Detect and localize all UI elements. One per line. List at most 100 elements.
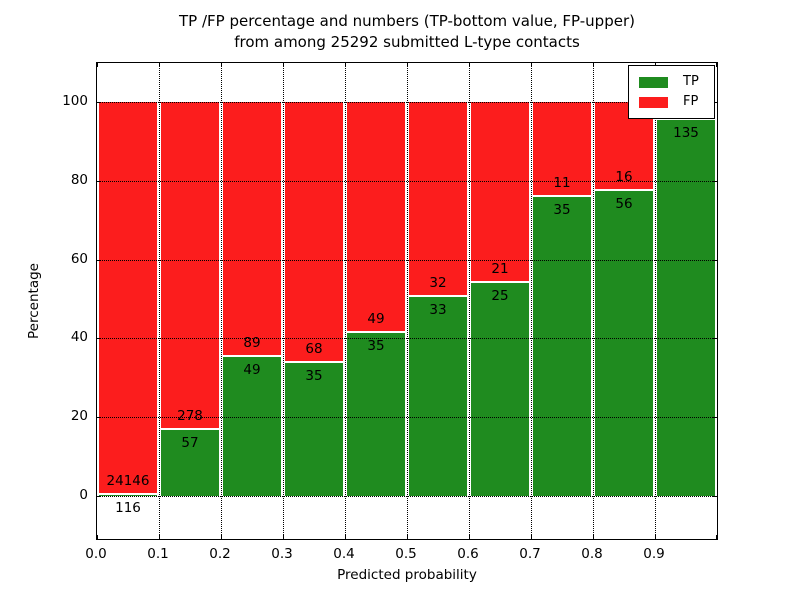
tp-count-label: 35 <box>367 337 385 354</box>
y-tick-mark-right <box>713 181 717 183</box>
gridline-x-0.8 <box>593 63 594 539</box>
y-tick-mark <box>97 417 101 419</box>
tp-count-label: 49 <box>243 362 261 379</box>
y-tick-label: 100 <box>62 93 88 110</box>
fp-swatch-icon <box>639 96 668 108</box>
fp-count-label: 21 <box>491 261 509 278</box>
x-tick-mark-top <box>716 63 717 67</box>
x-tick-mark-top <box>469 63 470 67</box>
y-tick-label: 20 <box>70 408 88 425</box>
x-tick-mark-top <box>345 63 346 67</box>
bar-tp-segment <box>223 356 281 496</box>
x-tick-label: 0.0 <box>85 546 107 562</box>
x-tick-mark <box>345 535 346 539</box>
x-tick-mark-top <box>221 63 222 67</box>
tp-count-label: 116 <box>115 499 141 516</box>
legend-item-fp: FP <box>639 92 706 112</box>
bar-segment-boundary <box>99 492 157 495</box>
x-tick-mark <box>407 535 408 539</box>
y-tick-mark <box>97 181 101 183</box>
x-tick-mark-top <box>407 63 408 67</box>
plot-area: 24146 116 278 57 89 49 68 35 49 35 32 33 21 25 11 35 16 5… <box>96 62 718 540</box>
fp-count-label: 68 <box>305 340 323 357</box>
bar-tp-segment <box>533 196 591 496</box>
tp-count-label: 35 <box>553 202 571 219</box>
bar-fp-segment <box>285 102 343 362</box>
fp-count-label: 16 <box>615 168 633 185</box>
gridline-x-0.3 <box>283 63 284 539</box>
bar-segment-boundary <box>533 195 591 198</box>
x-tick-mark <box>655 535 656 539</box>
y-tick-mark-right <box>713 495 717 497</box>
fp-count-label: 49 <box>367 310 385 327</box>
bar-fp-segment <box>471 102 529 283</box>
bar-segment-boundary <box>471 281 529 284</box>
bar-segment-boundary <box>347 330 405 333</box>
x-tick-label: 0.9 <box>643 546 665 562</box>
gridline-x-0.5 <box>407 63 408 539</box>
fp-count-label: 32 <box>429 274 447 291</box>
tp-count-label: 135 <box>673 125 699 142</box>
x-tick-label: 0.6 <box>457 546 479 562</box>
y-tick-label: 40 <box>70 329 88 346</box>
x-tick-mark-top <box>593 63 594 67</box>
bar-fp-segment <box>533 102 591 197</box>
y-tick-label: 0 <box>79 486 88 503</box>
y-tick-mark-right <box>713 102 717 104</box>
gridline-y-20 <box>97 417 717 419</box>
fp-count-label: 11 <box>553 175 571 192</box>
fp-count-label: 278 <box>177 407 203 424</box>
y-tick-mark <box>97 102 101 104</box>
tp-swatch-icon <box>639 76 668 88</box>
bar-fp-segment <box>347 102 405 332</box>
x-tick-mark <box>283 535 284 539</box>
x-tick-mark <box>593 535 594 539</box>
x-tick-label: 0.8 <box>581 546 603 562</box>
gridline-y-100 <box>97 102 717 104</box>
gridline-x-0.7 <box>531 63 532 539</box>
x-tick-mark-top <box>97 63 98 67</box>
bar-fp-segment <box>409 102 467 296</box>
y-tick-label: 60 <box>70 250 88 267</box>
y-tick-mark-right <box>713 338 717 340</box>
x-tick-label: 0.3 <box>271 546 293 562</box>
legend-item-tp: TP <box>639 72 706 92</box>
bar-fp-segment <box>161 102 219 429</box>
y-tick-mark-right <box>713 259 717 261</box>
tp-count-label: 57 <box>181 434 199 451</box>
legend-label-fp: FP <box>683 94 699 109</box>
x-tick-mark <box>531 535 532 539</box>
y-axis-label: Percentage <box>26 263 42 339</box>
x-tick-mark <box>97 535 98 539</box>
x-tick-mark <box>159 535 160 539</box>
bar-tp-segment <box>285 361 343 496</box>
bar-fp-segment <box>223 102 281 357</box>
y-tick-mark-right <box>713 417 717 419</box>
fp-count-label: 24146 <box>106 472 150 489</box>
fp-count-label: 89 <box>243 335 261 352</box>
gridline-x-0.6 <box>469 63 470 539</box>
x-tick-mark-top <box>283 63 284 67</box>
x-tick-label: 0.4 <box>333 546 355 562</box>
gridline-y-0 <box>97 495 717 497</box>
x-tick-mark <box>716 535 717 539</box>
y-tick-mark <box>97 495 101 497</box>
x-tick-label: 0.2 <box>209 546 231 562</box>
chart-title-line2: from among 25292 submitted L-type contac… <box>234 33 580 51</box>
gridline-y-80 <box>97 181 717 183</box>
tp-count-label: 35 <box>305 367 323 384</box>
bar-tp-segment <box>595 189 653 496</box>
x-tick-label: 0.7 <box>519 546 541 562</box>
gridline-x-0.9 <box>655 63 656 539</box>
x-tick-mark-top <box>159 63 160 67</box>
bar-segment-boundary <box>595 188 653 191</box>
legend-label-tp: TP <box>683 74 699 89</box>
gridline-x-0.1 <box>159 63 160 539</box>
bar-segment-boundary <box>223 355 281 358</box>
gridline-y-40 <box>97 338 717 340</box>
bar-segment-boundary <box>409 294 467 297</box>
bar-tp-segment <box>161 428 219 496</box>
bar-tp-segment <box>409 295 467 496</box>
x-tick-label: 0.1 <box>147 546 169 562</box>
